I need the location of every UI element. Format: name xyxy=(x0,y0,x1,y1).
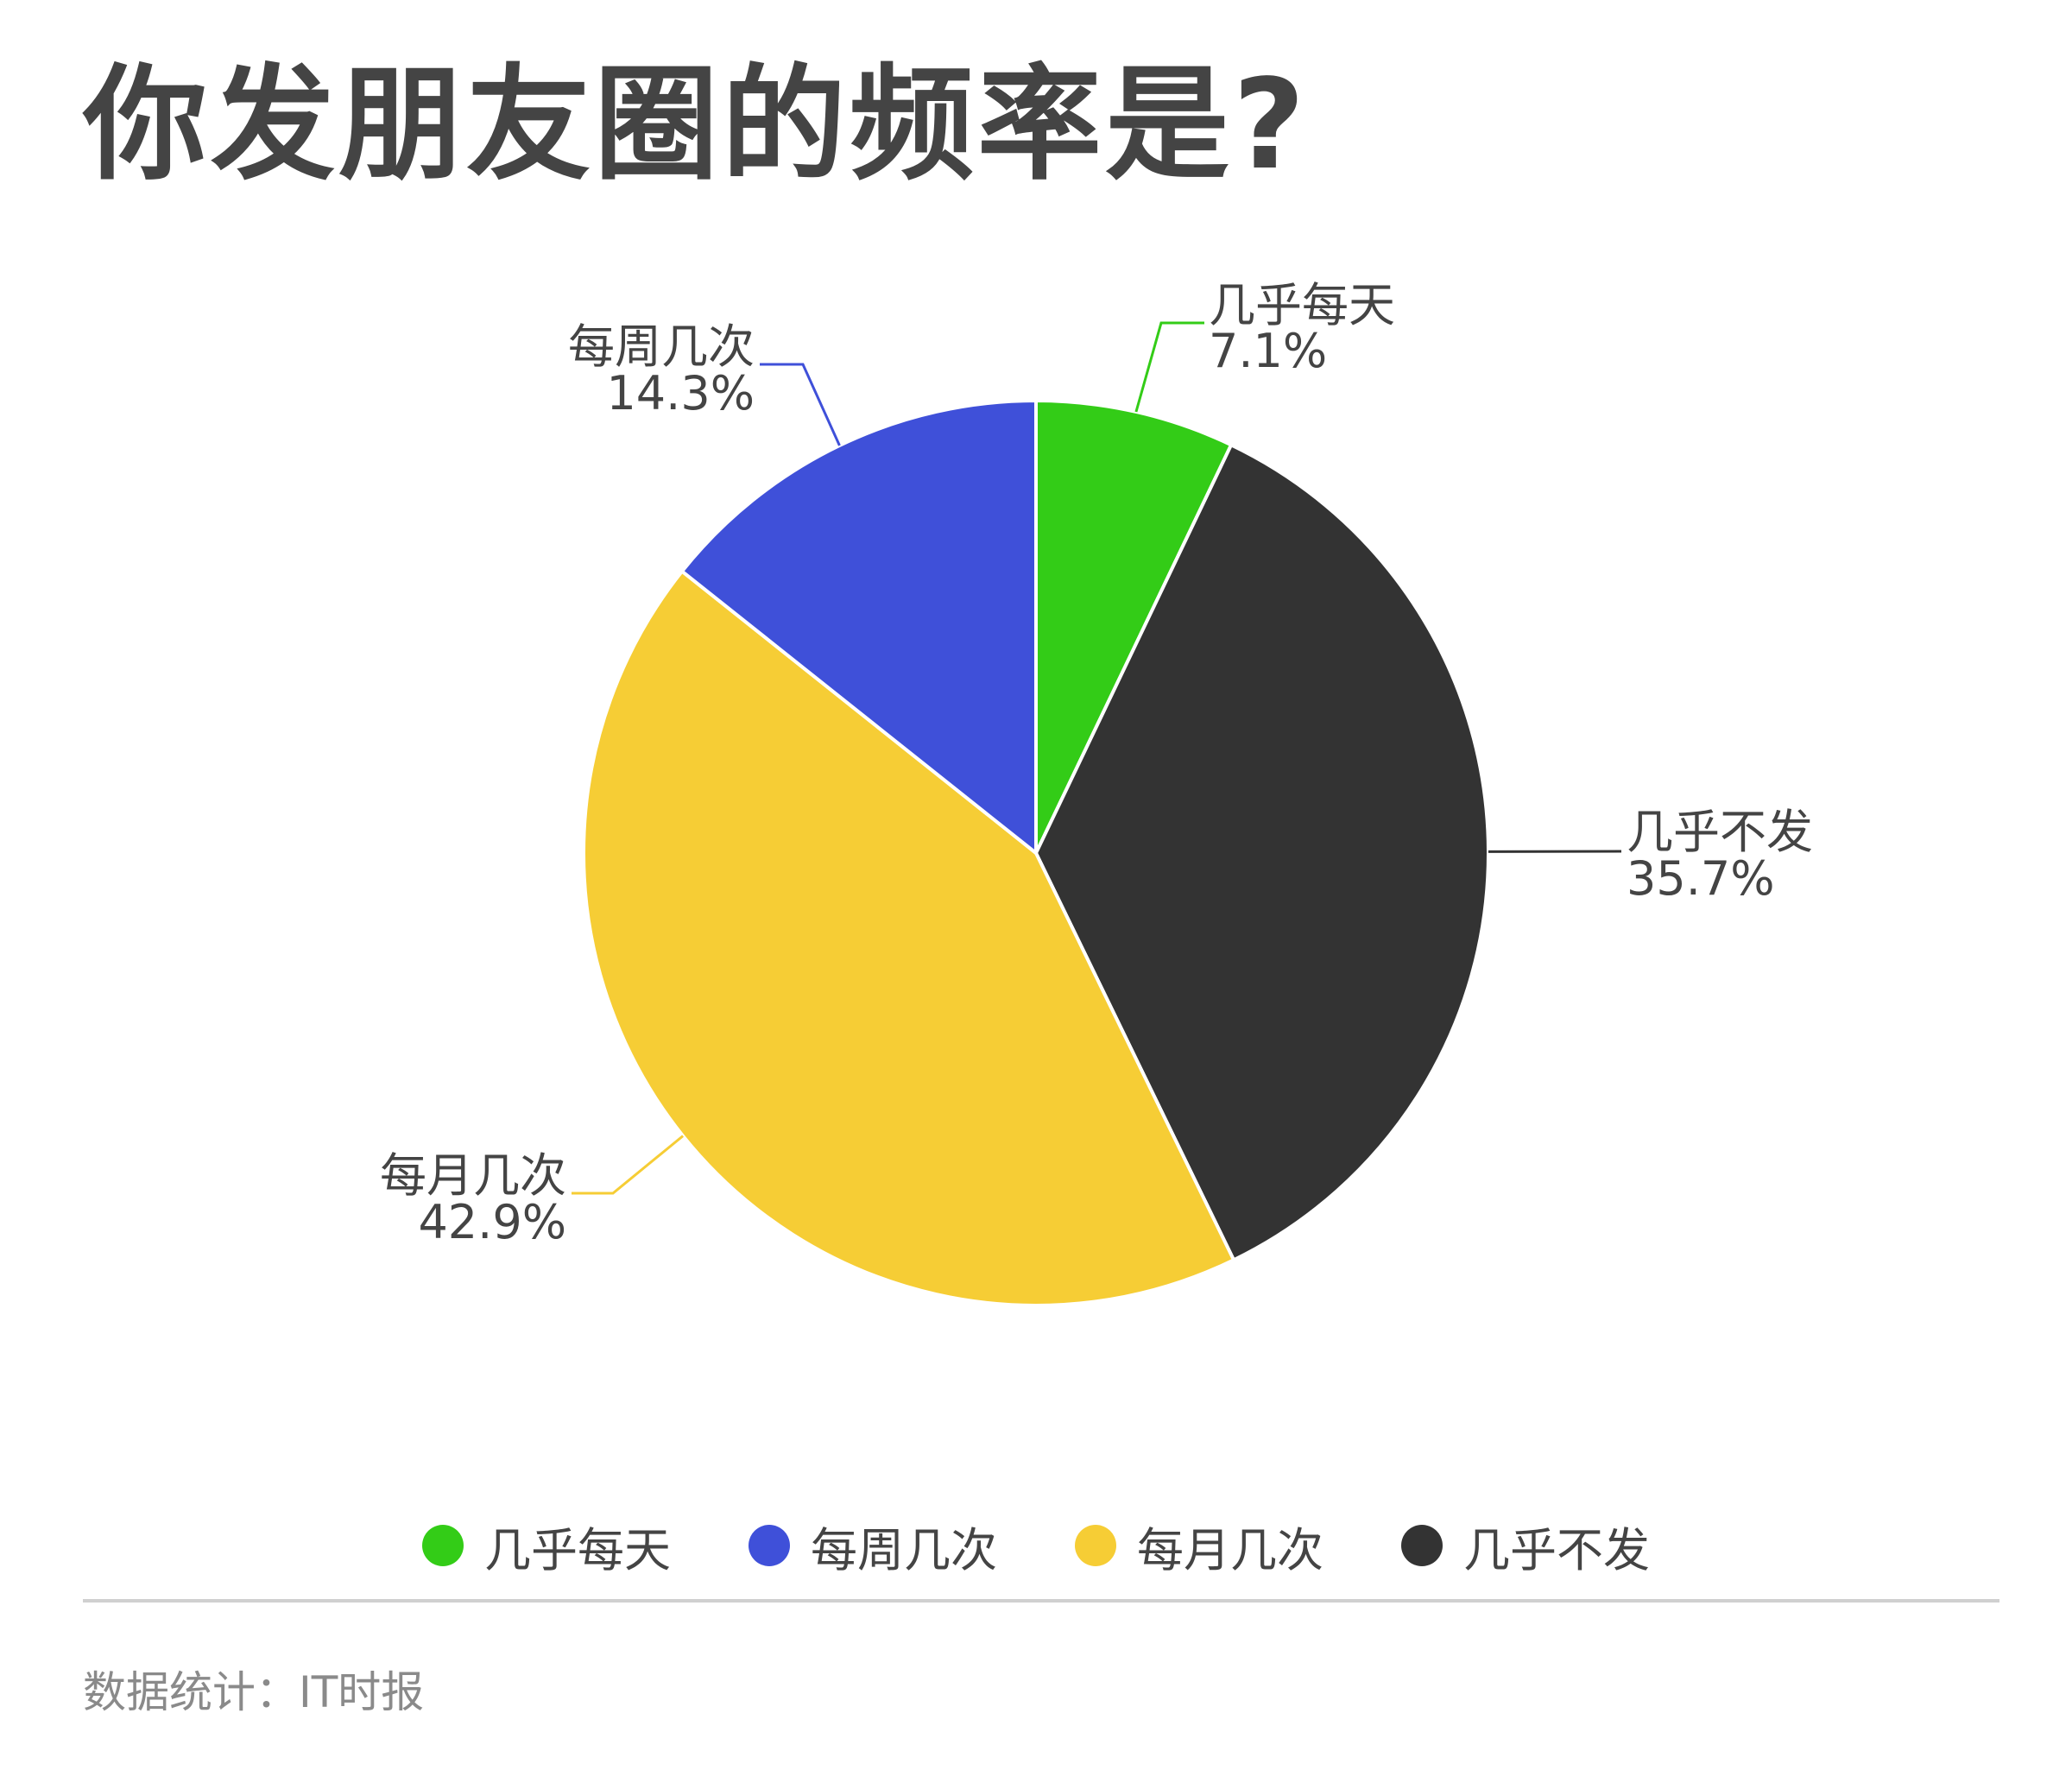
slice-value-label: 14.3% xyxy=(606,366,755,420)
slice-value-label: 42.9% xyxy=(418,1195,566,1249)
pie-slice-0[interactable] xyxy=(1034,398,1234,854)
slice-value-label: 7.1% xyxy=(1209,324,1327,378)
pie-slices xyxy=(582,398,1490,1307)
pie-slice-3[interactable] xyxy=(679,398,1038,857)
legend-item-daily[interactable]: 几乎每天 xyxy=(422,1512,671,1580)
legend-label: 每周几次 xyxy=(811,1522,997,1577)
legend-swatch xyxy=(749,1525,790,1566)
slice-category-label: 几乎每天 xyxy=(1209,278,1395,332)
legend-label: 几乎每天 xyxy=(484,1522,671,1577)
legend: 几乎每天 每周几次 每月几次 几乎不发 xyxy=(0,1509,2072,1582)
slice-value-label: 35.7% xyxy=(1627,851,1775,906)
leader-line-3 xyxy=(760,363,841,446)
footer-divider xyxy=(83,1599,1999,1603)
legend-item-monthly[interactable]: 每月几次 xyxy=(1075,1512,1323,1580)
page-title: 你发朋友圈的频率是? xyxy=(83,52,1309,197)
slice-category-label: 每周几次 xyxy=(568,319,755,374)
source-note: 数据统计：IT时报 xyxy=(83,1667,425,1717)
legend-item-weekly[interactable]: 每周几次 xyxy=(749,1512,997,1580)
pie-slice-2[interactable] xyxy=(582,568,1236,1307)
legend-swatch xyxy=(422,1525,464,1566)
leader-lines xyxy=(572,321,1622,1195)
leader-line-0 xyxy=(1134,321,1204,413)
legend-label: 几乎不发 xyxy=(1463,1522,1650,1577)
legend-label: 每月几次 xyxy=(1137,1522,1323,1577)
legend-swatch xyxy=(1401,1525,1443,1566)
legend-item-rarely[interactable]: 几乎不发 xyxy=(1401,1512,1650,1580)
leader-line-2 xyxy=(572,1135,685,1195)
slice-category-label: 每月几次 xyxy=(380,1148,566,1203)
slice-category-label: 几乎不发 xyxy=(1627,805,1813,859)
legend-swatch xyxy=(1075,1525,1116,1566)
